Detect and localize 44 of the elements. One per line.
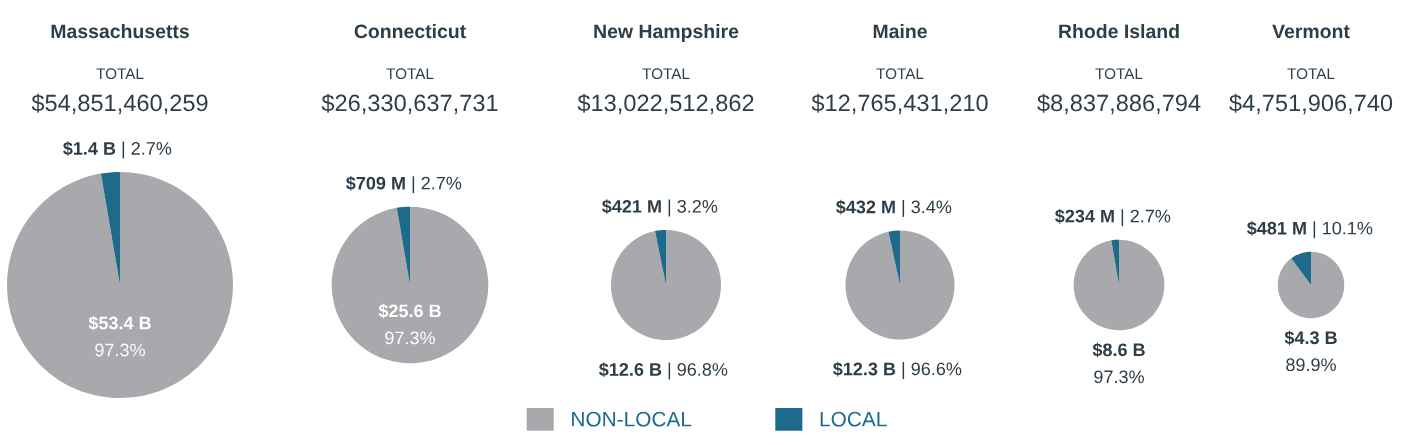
data-label: $12.6 B | 96.8%	[599, 362, 728, 380]
pie-slice	[655, 229, 666, 285]
chart-subtitle: TOTAL	[386, 68, 434, 80]
text: $13,022,512,862	[577, 93, 754, 115]
pie-slice	[1111, 239, 1119, 285]
chart-title: Maine	[873, 23, 927, 39]
data-label: $25.6 B 97.3%	[378, 303, 441, 345]
pie-slice	[1277, 251, 1345, 319]
chart-subtitle: TOTAL	[876, 68, 924, 80]
data-label: $1.4 B | 2.7%	[63, 141, 172, 159]
chart-subtitle: TOTAL	[1287, 68, 1335, 80]
data-label: $8.6 B 97.3%	[1092, 342, 1145, 384]
chart-subtitle: TOTAL	[96, 68, 144, 80]
pie-slice	[888, 230, 900, 285]
legend-label: LOCAL	[820, 411, 887, 427]
chart-title: Vermont	[1272, 24, 1350, 39]
data-label: $709 M | 2.7%	[346, 175, 462, 194]
pie-slice	[396, 206, 410, 285]
chart-title: Rhode Island	[1059, 23, 1179, 39]
data-label: $12.3 B | 96.6%	[833, 361, 962, 379]
data-label: $481 M | 10.1%	[1247, 221, 1373, 239]
data-label: $421 M | 3.2%	[602, 199, 718, 217]
pie-slice	[610, 229, 722, 341]
chart-subtitle: TOTAL	[642, 68, 690, 80]
pie-slice	[7, 172, 233, 398]
data-label: $53.4 B 97.3%	[88, 315, 151, 357]
chart-subtitle: TOTAL	[1095, 68, 1143, 80]
pie-slice	[1073, 239, 1165, 331]
text: $12,765,431,210	[811, 93, 988, 115]
pie-slice	[100, 172, 120, 285]
text: $54,851,460,259	[31, 93, 208, 115]
data-label: $4.3 B 89.9%	[1284, 330, 1337, 372]
data-label: $234 M | 2.7%	[1055, 208, 1171, 227]
data-label: $432 M | 3.4%	[836, 199, 952, 217]
legend-label: NON-LOCAL	[572, 411, 692, 427]
chart-title: Massachusetts	[51, 23, 189, 39]
text: $26,330,637,731	[321, 93, 498, 115]
pie-slice	[1291, 251, 1311, 285]
text: $4,751,906,740	[1229, 93, 1393, 115]
text: $8,837,886,794	[1037, 93, 1201, 115]
pie-slice	[331, 206, 489, 364]
chart-title: Connecticut	[354, 23, 466, 39]
chart-title: New Hampshire	[594, 23, 739, 43]
pie-slice	[845, 230, 955, 340]
